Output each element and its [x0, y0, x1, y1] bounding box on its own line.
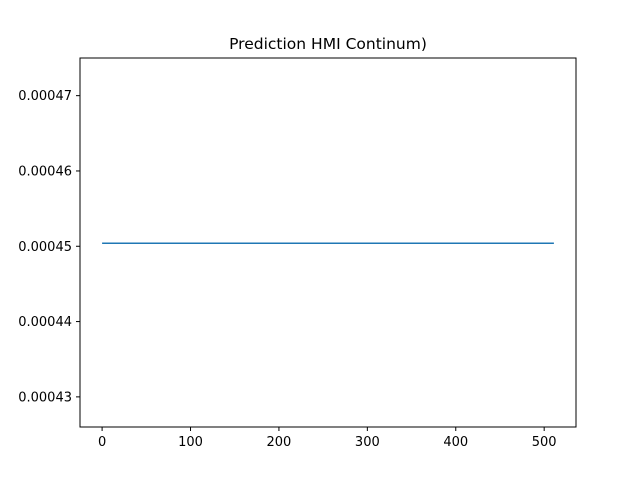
y-tick-label: 0.00047 [18, 89, 72, 104]
x-tick-label: 400 [443, 435, 468, 450]
x-tick-label: 500 [532, 435, 557, 450]
y-tick-label: 0.00043 [18, 390, 72, 405]
chart-title: Prediction HMI Continum) [229, 35, 427, 53]
plot-frame [79, 57, 577, 428]
x-tick-label: 100 [178, 435, 203, 450]
y-tick-label: 0.00046 [18, 164, 72, 179]
x-axis: 0 100 200 300 400 500 [98, 427, 557, 450]
y-tick-label: 0.00045 [18, 240, 72, 255]
y-tick-label: 0.00044 [18, 315, 72, 330]
x-tick-label: 0 [98, 435, 106, 450]
x-tick-label: 200 [267, 435, 292, 450]
x-tick-label: 300 [355, 435, 380, 450]
y-axis: 0.00043 0.00044 0.00045 0.00046 0.00047 [18, 89, 80, 405]
